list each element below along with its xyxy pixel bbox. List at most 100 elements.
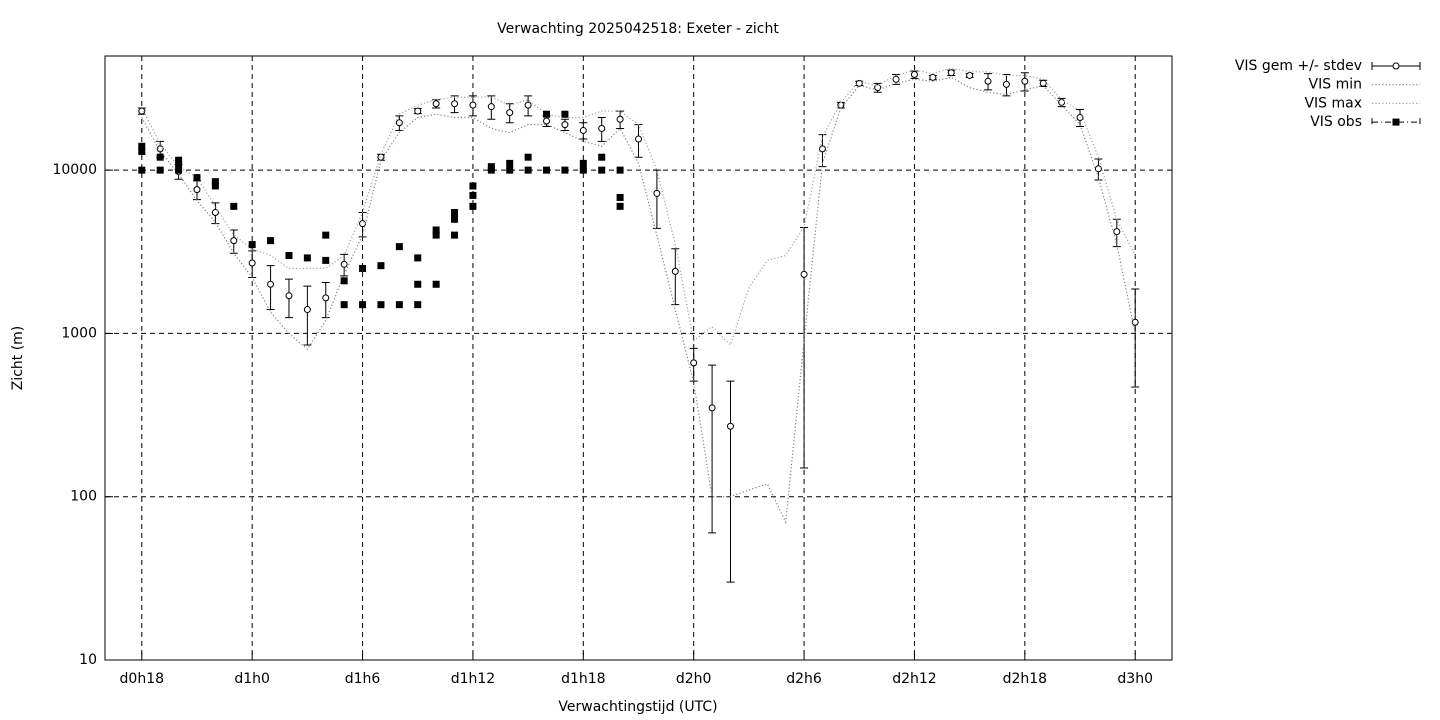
mean-point — [340, 260, 348, 268]
obs-point — [432, 231, 440, 239]
mean-point — [1076, 114, 1084, 122]
mean-point — [1131, 318, 1139, 326]
obs-point — [616, 166, 624, 174]
obs-point — [524, 166, 532, 174]
mean-point — [910, 71, 918, 79]
obs-point — [451, 215, 459, 223]
obs-point — [138, 148, 146, 156]
mean-point — [285, 292, 293, 300]
mean-point — [211, 209, 219, 217]
obs-point — [506, 166, 514, 174]
obs-point — [395, 301, 403, 309]
y-tick-label: 10000 — [52, 162, 97, 178]
obs-point — [469, 202, 477, 210]
y-tick-label: 100 — [70, 489, 97, 505]
min-max-line — [141, 67, 1136, 347]
mean-point — [230, 237, 238, 245]
obs-point — [598, 153, 606, 161]
mean-point — [1021, 77, 1029, 85]
obs-point — [359, 264, 367, 272]
mean-point — [966, 71, 974, 79]
mean-point — [708, 404, 716, 412]
mean-point — [451, 100, 459, 108]
obs-point — [616, 202, 624, 210]
mean-point — [892, 75, 900, 83]
y-axis-label: Zicht (m) — [10, 326, 26, 391]
mean-point — [524, 101, 532, 109]
obs-point — [469, 182, 477, 190]
obs-point — [322, 231, 330, 239]
mean-point — [653, 189, 661, 197]
obs-point — [414, 280, 422, 288]
legend-label: VIS min — [1309, 77, 1362, 93]
mean-point — [726, 422, 734, 430]
obs-point — [175, 166, 183, 174]
y-tick-label: 10 — [79, 652, 97, 668]
error-bar — [671, 248, 680, 306]
mean-point — [469, 101, 477, 109]
x-tick-label: d1h18 — [561, 671, 605, 687]
obs-point — [395, 243, 403, 251]
mean-point — [432, 100, 440, 108]
mean-point — [359, 220, 367, 228]
mean-point — [1094, 165, 1102, 173]
obs-point — [598, 166, 606, 174]
mean-point — [616, 115, 624, 123]
obs-point — [322, 256, 330, 264]
obs-point — [579, 159, 587, 167]
x-tick-label: d2h6 — [786, 671, 822, 687]
obs-point — [506, 159, 514, 167]
x-axis-label: Verwachtingstijd (UTC) — [558, 699, 717, 715]
mean-point — [414, 107, 422, 115]
mean-point — [543, 117, 551, 125]
obs-point — [451, 231, 459, 239]
obs-point — [230, 202, 238, 210]
mean-point — [156, 145, 164, 153]
obs-point — [377, 301, 385, 309]
obs-point — [285, 252, 293, 260]
mean-point — [579, 126, 587, 134]
obs-point — [211, 178, 219, 186]
mean-point — [818, 145, 826, 153]
obs-point — [267, 237, 275, 245]
error-bar — [652, 169, 661, 229]
mean-point — [395, 119, 403, 127]
plot-frame — [104, 55, 1173, 661]
obs-point — [340, 277, 348, 285]
x-tick-label: d1h12 — [451, 671, 495, 687]
obs-point — [175, 156, 183, 164]
legend-swatch — [1392, 118, 1400, 126]
obs-point — [432, 226, 440, 234]
mean-point — [874, 84, 882, 92]
obs-point — [616, 193, 624, 201]
mean-point — [635, 135, 642, 143]
mean-point — [377, 153, 385, 161]
obs-point — [156, 166, 164, 174]
chart-title: Verwachting 2025042518: Exeter - zicht — [497, 21, 779, 37]
mean-point — [947, 69, 955, 77]
obs-point — [138, 166, 146, 174]
obs-point — [359, 301, 367, 309]
x-tick-label: d1h0 — [234, 671, 270, 687]
obs-point — [248, 241, 256, 249]
obs-point — [138, 142, 146, 150]
mean-point — [267, 280, 275, 288]
x-tick-label: d2h12 — [892, 671, 936, 687]
obs-point — [193, 174, 201, 182]
mean-point — [1039, 79, 1047, 87]
obs-point — [543, 110, 551, 118]
mean-point — [322, 294, 330, 302]
mean-point — [506, 109, 514, 117]
error-bar — [726, 380, 735, 583]
x-tick-label: d0h18 — [120, 671, 164, 687]
x-tick-label: d2h0 — [676, 671, 712, 687]
mean-point — [929, 73, 937, 81]
error-bar — [1131, 288, 1140, 388]
obs-point — [414, 301, 422, 309]
mean-point — [487, 103, 495, 111]
legend-label: VIS gem +/- stdev — [1235, 58, 1362, 74]
y-tick-label: 1000 — [61, 325, 97, 341]
obs-point — [414, 254, 422, 262]
